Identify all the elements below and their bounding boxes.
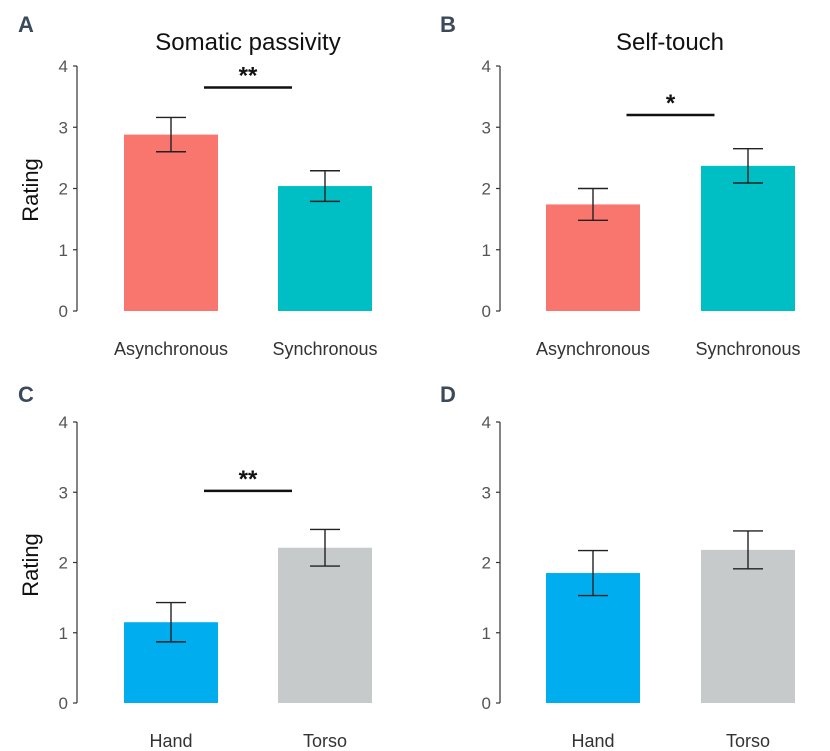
bar-torso [701, 549, 795, 703]
panel-d: D 0 1 2 3 4 Hand Torso [440, 382, 795, 751]
y-tick-label: 2 [482, 554, 491, 573]
panel-letter: D [440, 382, 456, 407]
panel-b: B Self-touch 0 1 2 3 4 Asynchronous Synchronous * [440, 12, 801, 359]
y-tick-label: 4 [482, 413, 491, 432]
panel-letter: C [18, 382, 34, 407]
significance-stars: * [666, 90, 676, 117]
bar-synchronous [278, 186, 372, 311]
y-tick-label: 0 [59, 302, 68, 321]
y-tick-label: 1 [482, 624, 491, 643]
y-tick-label: 2 [59, 180, 68, 199]
category-label: Synchronous [272, 339, 377, 359]
y-axis-label: Rating [18, 158, 43, 222]
y-tick-label: 2 [482, 180, 491, 199]
y-tick-label: 0 [59, 694, 68, 713]
panel-title: Somatic passivity [155, 29, 340, 56]
y-tick-label: 2 [59, 554, 68, 573]
y-tick-label: 3 [482, 118, 491, 137]
y-tick-label: 3 [59, 118, 68, 137]
bar-asynchronous [546, 204, 640, 311]
y-axis-label: Rating [18, 533, 43, 597]
y-tick-label: 0 [482, 694, 491, 713]
y-tick-label: 1 [59, 241, 68, 260]
bar-synchronous [701, 165, 795, 311]
category-label: Synchronous [695, 339, 800, 359]
category-label: Torso [726, 731, 770, 751]
category-label: Torso [303, 731, 347, 751]
category-label: Hand [571, 731, 614, 751]
y-tick-label: 4 [482, 57, 491, 76]
panel-a: A Somatic passivity Rating 0 1 2 3 4 Asynchronou… [18, 12, 378, 359]
category-label: Asynchronous [536, 339, 650, 359]
bar-torso [278, 547, 372, 703]
y-tick-label: 3 [59, 483, 68, 502]
y-tick-label: 4 [59, 413, 68, 432]
category-label: Asynchronous [114, 339, 228, 359]
significance-stars: ** [239, 62, 258, 89]
significance-stars: ** [239, 466, 258, 493]
category-label: Hand [149, 731, 192, 751]
y-tick-label: 0 [482, 302, 491, 321]
panel-c: C Rating 0 1 2 3 4 Hand Torso ** [18, 382, 372, 751]
y-tick-label: 1 [59, 624, 68, 643]
panel-letter: B [440, 12, 456, 37]
panel-letter: A [18, 12, 34, 37]
y-tick-label: 4 [59, 57, 68, 76]
y-tick-label: 3 [482, 483, 491, 502]
panel-title: Self-touch [616, 29, 724, 56]
bar-asynchronous [124, 134, 218, 311]
y-tick-label: 1 [482, 241, 491, 260]
